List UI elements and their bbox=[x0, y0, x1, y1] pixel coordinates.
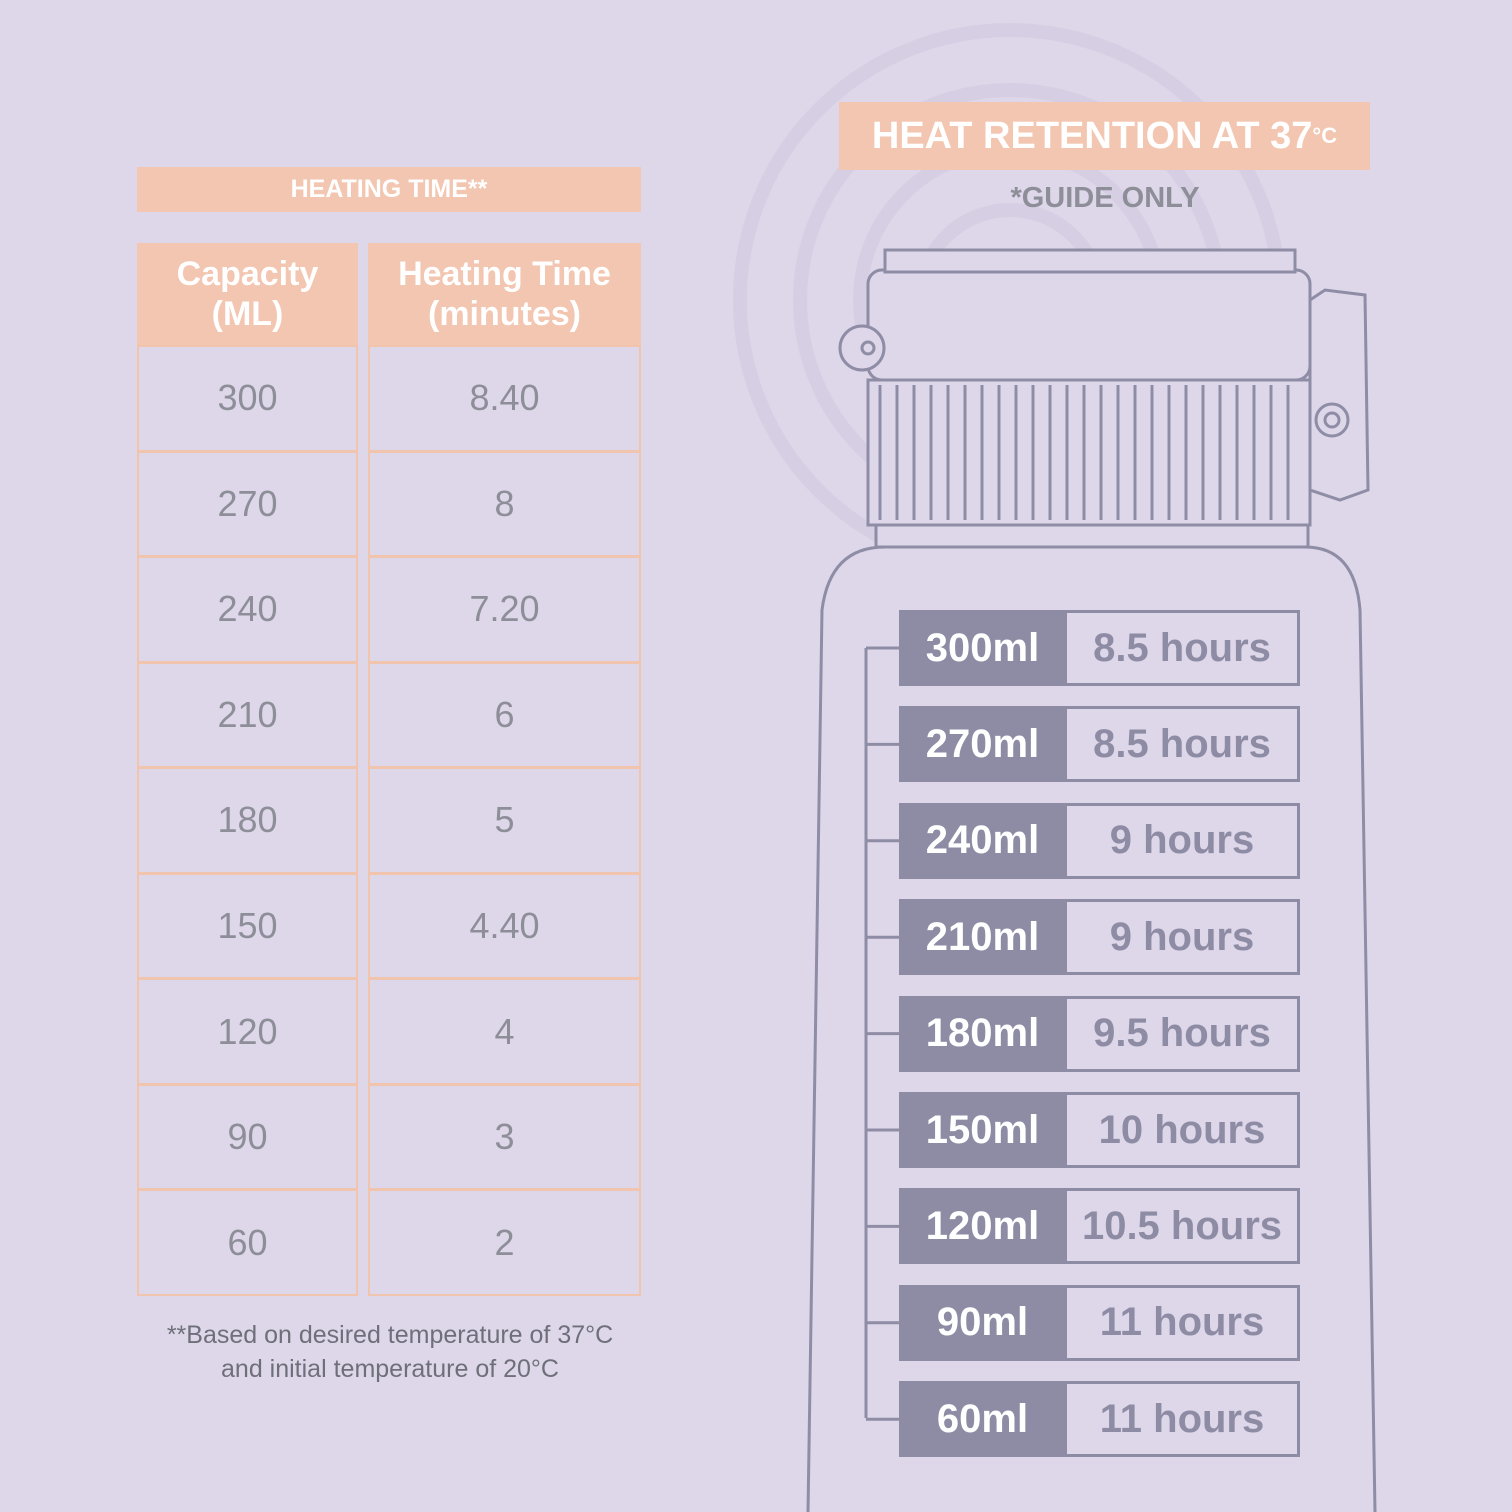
duration-value: 9 hours bbox=[1064, 899, 1300, 976]
capacity-label: 150ml bbox=[899, 1092, 1066, 1168]
table-cell: 90 bbox=[137, 1083, 358, 1191]
duration-value: 10 hours bbox=[1064, 1092, 1300, 1168]
table-cell: 210 bbox=[137, 661, 358, 769]
table-cell: 2 bbox=[368, 1189, 641, 1296]
duration-value: 10.5 hours bbox=[1064, 1188, 1300, 1265]
footnote: **Based on desired temperature of 37°C bbox=[166, 1320, 614, 1349]
capacity-label: 270ml bbox=[899, 706, 1066, 783]
capacity-label: 120ml bbox=[899, 1188, 1066, 1265]
column-header: Heating Time (minutes) bbox=[368, 243, 641, 345]
capacity-label: 60ml bbox=[899, 1381, 1066, 1458]
table-cell: 180 bbox=[137, 767, 358, 874]
capacity-label: 90ml bbox=[899, 1284, 1066, 1361]
duration-value: 8.5 hours bbox=[1064, 706, 1300, 783]
table-cell: 120 bbox=[137, 978, 358, 1085]
header-line: Capacity bbox=[176, 255, 319, 293]
capacity-label: 240ml bbox=[899, 802, 1066, 879]
table-cell: 4 bbox=[368, 978, 641, 1085]
footnote: and initial temperature of 20°C bbox=[221, 1354, 559, 1383]
capacity-label: 300ml bbox=[899, 610, 1066, 686]
column-header: Capacity (ML) bbox=[137, 243, 358, 345]
table-cell: 5 bbox=[368, 767, 641, 874]
heating-title: HEATING TIME** bbox=[137, 167, 641, 212]
retention-title: HEAT RETENTION AT 37 °C bbox=[839, 102, 1370, 170]
duration-value: 11 hours bbox=[1064, 1284, 1300, 1361]
duration-value: 9.5 hours bbox=[1064, 995, 1300, 1072]
duration-value: 9 hours bbox=[1064, 802, 1300, 879]
retention-title-unit: °C bbox=[1312, 123, 1338, 148]
table-cell: 7.20 bbox=[368, 556, 641, 663]
capacity-label: 180ml bbox=[899, 995, 1066, 1072]
capacity-label: 210ml bbox=[899, 899, 1066, 976]
table-cell: 150 bbox=[137, 872, 358, 980]
table-cell: 3 bbox=[368, 1083, 641, 1191]
table-cell: 4.40 bbox=[368, 872, 641, 980]
table-cell: 8.40 bbox=[368, 345, 641, 452]
header-line: (minutes) bbox=[428, 295, 581, 333]
table-cell: 300 bbox=[137, 345, 358, 452]
duration-value: 8.5 hours bbox=[1064, 610, 1300, 686]
retention-subtitle: *GUIDE ONLY bbox=[1010, 181, 1200, 214]
retention-title-text: HEAT RETENTION AT 37 bbox=[871, 114, 1313, 157]
table-cell: 60 bbox=[137, 1189, 358, 1296]
header-line: Heating Time bbox=[398, 255, 611, 293]
table-cell: 240 bbox=[137, 556, 358, 663]
duration-value: 11 hours bbox=[1064, 1381, 1300, 1458]
table-cell: 270 bbox=[137, 450, 358, 558]
header-line: (ML) bbox=[211, 295, 284, 333]
table-cell: 6 bbox=[368, 661, 641, 769]
table-cell: 8 bbox=[368, 450, 641, 558]
